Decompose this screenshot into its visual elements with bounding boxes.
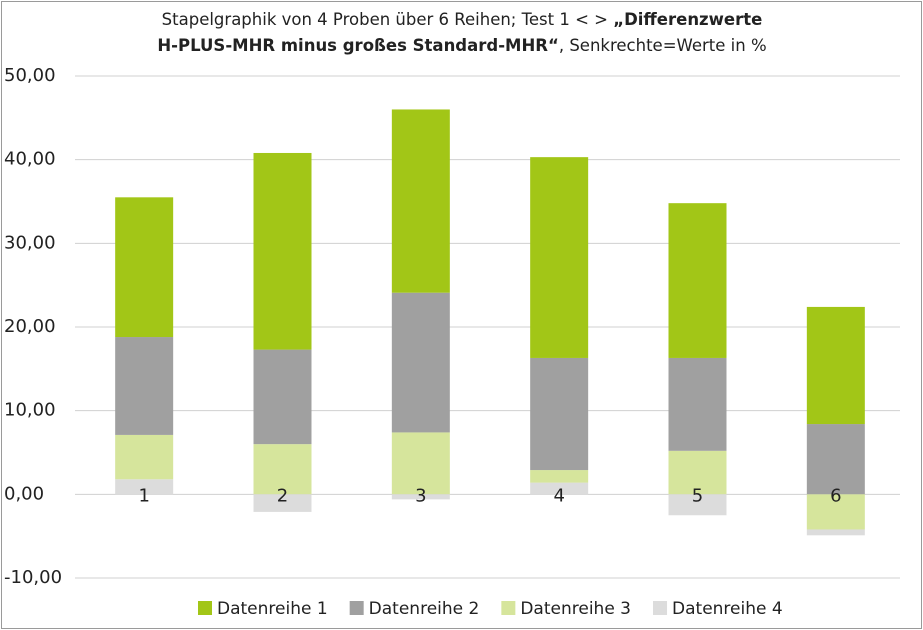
bar-segment — [115, 479, 174, 495]
x-tick-label: 1 — [138, 485, 149, 506]
bar-segment — [668, 203, 727, 358]
bar-segment — [530, 357, 589, 471]
legend-label: Datenreihe 1 — [217, 599, 328, 619]
bar-segment — [668, 357, 727, 451]
bar-segment — [806, 424, 865, 495]
legend-label: Datenreihe 2 — [369, 599, 480, 619]
chart-title: Stapelgraphik von 4 Proben über 6 Reihen… — [162, 10, 763, 29]
bar-segment — [391, 432, 450, 495]
x-tick-label: 5 — [692, 485, 703, 506]
y-tick-label: -10,00 — [4, 567, 62, 588]
y-tick-label: 20,00 — [4, 316, 56, 337]
x-tick-label: 4 — [553, 485, 564, 506]
x-tick-label: 6 — [830, 485, 841, 506]
x-tick-label: 3 — [415, 485, 426, 506]
bar-segment — [115, 434, 174, 480]
bar-segment — [530, 482, 589, 495]
legend-swatch — [349, 601, 364, 615]
legend-swatch — [198, 601, 212, 615]
bar-segment — [806, 306, 865, 425]
bar-segment — [391, 292, 450, 433]
bar-segment — [253, 444, 312, 495]
y-tick-label: 30,00 — [4, 232, 56, 253]
bar-segment — [115, 337, 174, 435]
y-tick-label: 40,00 — [4, 149, 56, 170]
bar-segment — [806, 494, 865, 530]
bar-segment — [530, 157, 589, 358]
x-tick-label: 2 — [277, 485, 288, 506]
bar-segment — [253, 152, 312, 350]
legend-label: Datenreihe 3 — [520, 599, 631, 619]
bar-segment — [668, 450, 727, 495]
bar-segment — [115, 197, 174, 338]
bar-segment — [391, 494, 450, 500]
y-tick-label: 10,00 — [4, 400, 56, 421]
bar-segment — [253, 349, 312, 445]
legend-swatch — [653, 601, 668, 615]
bar-segment — [391, 109, 450, 293]
legend-label: Datenreihe 4 — [672, 599, 783, 619]
y-tick-label: 0,00 — [4, 483, 44, 504]
y-tick-label: 50,00 — [4, 65, 56, 86]
bar-segment — [253, 494, 312, 512]
bar-segment — [668, 494, 727, 516]
bar-segment — [530, 470, 589, 483]
legend-swatch — [501, 601, 516, 615]
bar-segment — [806, 529, 865, 536]
chart-title: H-PLUS-MHR minus großes Standard-MHR“, S… — [157, 36, 766, 55]
